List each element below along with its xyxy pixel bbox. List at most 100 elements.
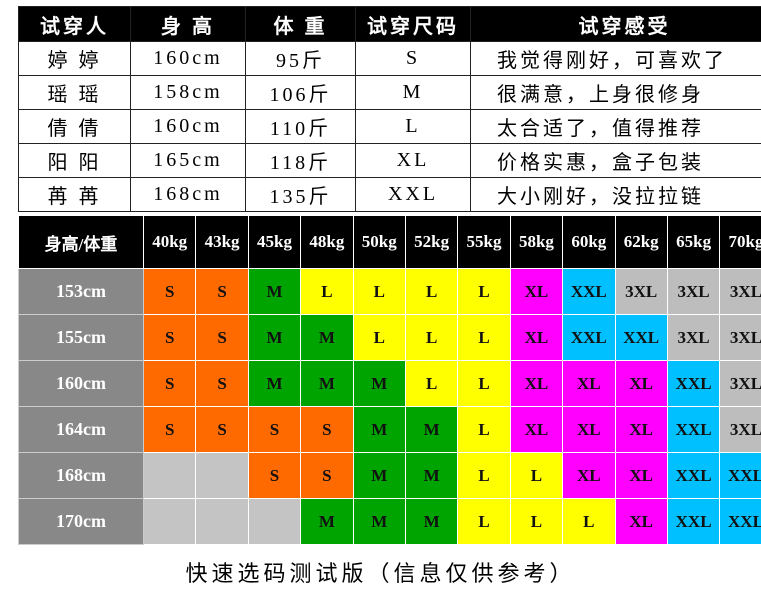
size-cell: XXL [562, 268, 616, 315]
size-cell: M [247, 314, 302, 361]
table-cell: 158cm [130, 75, 246, 110]
table-cell: 165cm [130, 143, 246, 178]
size-cell: S [142, 268, 197, 315]
header-row: 身高/体重 40kg 43kg 45kg 48kg 50kg 52kg 55kg 58kg 60k… [18, 215, 761, 269]
table-cell: XXL [355, 177, 471, 212]
table-row: 苒 苒 168cm 135斤 XXL 大小刚好，没拉拉链 [18, 177, 761, 212]
size-cell: XL [509, 314, 564, 361]
table-cell: 大小刚好，没拉拉链 [470, 177, 761, 212]
size-cell: XXL [562, 314, 616, 361]
size-cell: S [300, 406, 354, 453]
size-cell: M [404, 452, 459, 499]
size-cell: XL [562, 360, 616, 407]
height-label: 155cm [18, 314, 144, 361]
weight-header: 60kg [562, 215, 616, 269]
size-cell: S [300, 452, 354, 499]
tryon-table: 试穿人身 高体 重试穿尺码 试穿感受婷 婷 160cm 95斤 S 我觉得刚好，可喜欢了瑶… [18, 6, 761, 212]
header-cell: 试穿人 [18, 6, 131, 42]
size-cell: M [352, 498, 406, 545]
size-cell: XL [614, 498, 668, 545]
chart-row: 170cm M M M L L L XL XXL XXL [18, 498, 761, 545]
size-cell: S [195, 360, 249, 407]
weight-header: 40kg [142, 215, 197, 269]
size-cell: XXL [719, 452, 761, 499]
weight-header: 55kg [457, 215, 511, 269]
table-cell: 我觉得刚好，可喜欢了 [470, 41, 761, 76]
footer-note: 快速选码测试版（信息仅供参考） [185, 561, 576, 586]
table-row: 阳 阳 165cm 118斤 XL 价格实惠，盒子包装 [18, 143, 761, 178]
size-cell [142, 452, 197, 499]
header-row: 试穿人身 高体 重试穿尺码 试穿感受 [18, 6, 761, 42]
header-cell: 试穿尺码 [355, 6, 471, 42]
weight-header: 45kg [247, 215, 302, 269]
size-cell: S [195, 406, 249, 453]
table-cell: 婷 婷 [18, 41, 131, 76]
table-cell: XL [355, 143, 471, 178]
size-cell: L [457, 452, 511, 499]
weight-header: 65kg [666, 215, 721, 269]
weight-header: 48kg [300, 215, 354, 269]
height-label: 164cm [18, 406, 144, 453]
size-cell: XL [509, 268, 564, 315]
chart-row: 164cm S S S S M M L XL XL XL XXL 3XL [18, 406, 761, 453]
size-cell: 3XL [719, 268, 761, 315]
size-chart: 身高/体重 40kg 43kg 45kg 48kg 50kg 52kg 55kg 58kg 60k… [18, 215, 761, 545]
table-row: 婷 婷 160cm 95斤 S 我觉得刚好，可喜欢了 [18, 41, 761, 76]
table-cell: 价格实惠，盒子包装 [470, 143, 761, 178]
size-cell: S [195, 314, 249, 361]
size-cell: 3XL [614, 268, 668, 315]
size-cell: S [247, 452, 302, 499]
size-cell: XXL [666, 406, 721, 453]
table-cell: 95斤 [245, 41, 356, 76]
chart-row: 153cm S S M L L L L XL XXL 3XL 3XL 3XL [18, 268, 761, 315]
table-cell: L [355, 109, 471, 144]
size-cell: 3XL [666, 314, 721, 361]
table-cell: 106斤 [245, 75, 356, 110]
size-cell: L [509, 452, 564, 499]
table-cell: 160cm [130, 109, 246, 144]
size-cell: XL [614, 406, 668, 453]
chart-row: 168cm S S M M L L XL XL XXL XXL [18, 452, 761, 499]
size-cell: M [404, 406, 459, 453]
table-cell: M [355, 75, 471, 110]
table-cell: 168cm [130, 177, 246, 212]
size-cell: L [352, 268, 406, 315]
size-cell: M [352, 452, 406, 499]
size-cell: L [404, 268, 459, 315]
size-cell: XXL [666, 452, 721, 499]
table-cell: S [355, 41, 471, 76]
size-cell [247, 498, 302, 545]
size-cell: 3XL [719, 406, 761, 453]
size-cell: L [300, 268, 354, 315]
size-cell: M [247, 268, 302, 315]
table-cell: 很满意，上身很修身 [470, 75, 761, 110]
header-cell: 试穿感受 [470, 6, 761, 42]
size-cell: S [247, 406, 302, 453]
size-cell: L [457, 406, 511, 453]
size-cell: S [195, 268, 249, 315]
header-cell: 体 重 [245, 6, 356, 42]
table-row: 倩 倩 160cm 110斤 L 太合适了，值得推荐 [18, 109, 761, 144]
size-cell: XXL [614, 314, 668, 361]
height-label: 170cm [18, 498, 144, 545]
table-cell: 118斤 [245, 143, 356, 178]
size-cell: L [457, 268, 511, 315]
chart-row: 155cm S S M M L L L XL XXL XXL 3XL 3XL [18, 314, 761, 361]
size-cell: XL [614, 452, 668, 499]
size-cell: XXL [666, 498, 721, 545]
corner-cell: 身高/体重 [18, 215, 144, 269]
size-cell [142, 498, 197, 545]
size-cell: M [352, 406, 406, 453]
size-cell: M [352, 360, 406, 407]
size-cell: 3XL [719, 314, 761, 361]
size-cell: L [457, 314, 511, 361]
size-cell: XL [509, 360, 564, 407]
table-cell: 阳 阳 [18, 143, 131, 178]
height-label: 168cm [18, 452, 144, 499]
weight-header: 62kg [614, 215, 668, 269]
chart-row: 160cm S S M M M L L XL XL XL XXL 3XL [18, 360, 761, 407]
size-cell: L [404, 314, 459, 361]
size-cell: M [404, 498, 459, 545]
weight-header: 52kg [404, 215, 459, 269]
table-cell: 135斤 [245, 177, 356, 212]
